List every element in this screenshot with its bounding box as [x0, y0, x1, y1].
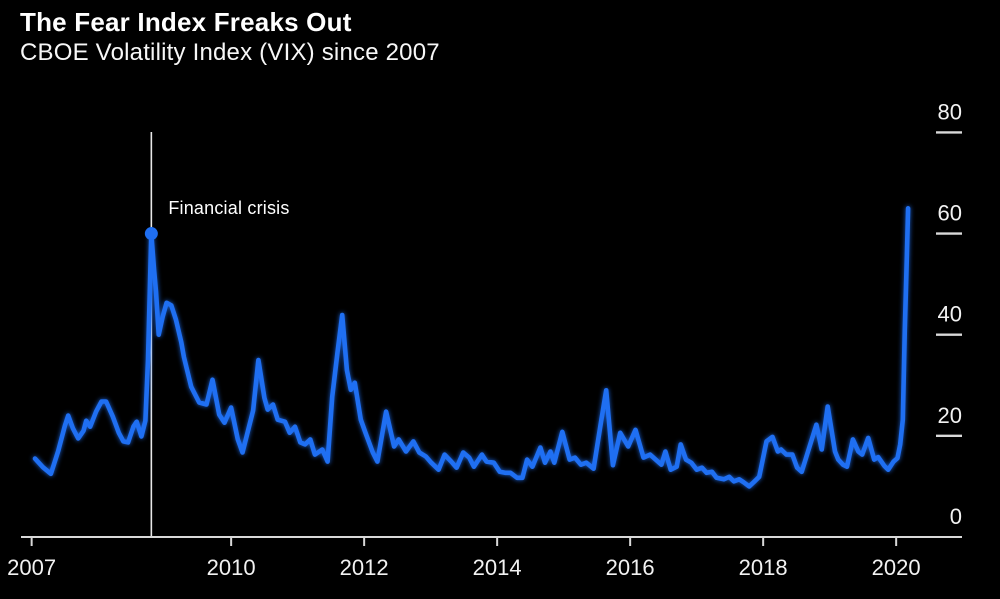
x-tick-label: 2018	[739, 555, 788, 580]
chart-subtitle: CBOE Volatility Index (VIX) since 2007	[20, 39, 440, 66]
y-tick-label: 60	[938, 201, 962, 226]
x-tick-label: 2020	[872, 555, 921, 580]
x-tick-label: 2014	[473, 555, 522, 580]
y-tick-label: 40	[938, 302, 962, 327]
chart-header: The Fear Index Freaks Out CBOE Volatilit…	[20, 7, 440, 67]
x-tick-label: 2016	[606, 555, 655, 580]
y-tick-label: 0	[950, 504, 962, 529]
x-tick-label: 2007	[7, 555, 56, 580]
y-tick-label: 20	[938, 403, 962, 428]
crisis-marker-dot	[144, 227, 158, 241]
vix-line	[32, 206, 911, 489]
chart-title: The Fear Index Freaks Out	[20, 7, 352, 37]
y-tick-label: 80	[938, 99, 962, 124]
x-tick-label: 2012	[340, 555, 389, 580]
x-tick-label: 2010	[207, 555, 256, 580]
annotation-financial-crisis-label: Financial crisis	[168, 197, 290, 218]
